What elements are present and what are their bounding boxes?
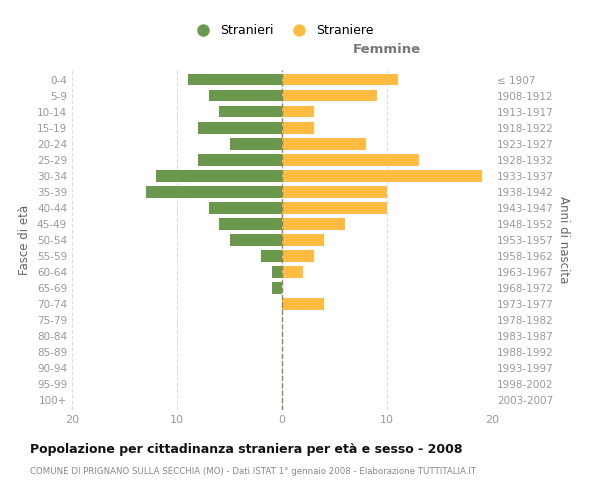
Text: COMUNE DI PRIGNANO SULLA SECCHIA (MO) - Dati ISTAT 1° gennaio 2008 - Elaborazion: COMUNE DI PRIGNANO SULLA SECCHIA (MO) - …: [30, 468, 476, 476]
Bar: [282, 170, 482, 181]
Bar: [219, 218, 282, 230]
Bar: [198, 122, 282, 134]
Bar: [271, 282, 282, 294]
Bar: [282, 138, 366, 149]
Bar: [271, 266, 282, 278]
Bar: [282, 90, 377, 102]
Bar: [282, 74, 398, 86]
Text: Popolazione per cittadinanza straniera per età e sesso - 2008: Popolazione per cittadinanza straniera p…: [30, 442, 463, 456]
Y-axis label: Anni di nascita: Anni di nascita: [557, 196, 570, 284]
Bar: [282, 266, 303, 278]
Bar: [146, 186, 282, 198]
Bar: [229, 234, 282, 246]
Bar: [156, 170, 282, 181]
Bar: [198, 154, 282, 166]
Bar: [282, 298, 324, 310]
Bar: [282, 234, 324, 246]
Bar: [209, 202, 282, 213]
Bar: [282, 202, 387, 213]
Bar: [229, 138, 282, 149]
Bar: [219, 106, 282, 118]
Bar: [282, 218, 345, 230]
Y-axis label: Fasce di età: Fasce di età: [19, 205, 31, 275]
Bar: [261, 250, 282, 262]
Bar: [282, 122, 314, 134]
Bar: [282, 186, 387, 198]
Bar: [187, 74, 282, 86]
Text: Femmine: Femmine: [353, 44, 421, 57]
Bar: [282, 154, 419, 166]
Legend: Stranieri, Straniere: Stranieri, Straniere: [185, 19, 379, 42]
Bar: [209, 90, 282, 102]
Bar: [282, 250, 314, 262]
Bar: [282, 106, 314, 118]
